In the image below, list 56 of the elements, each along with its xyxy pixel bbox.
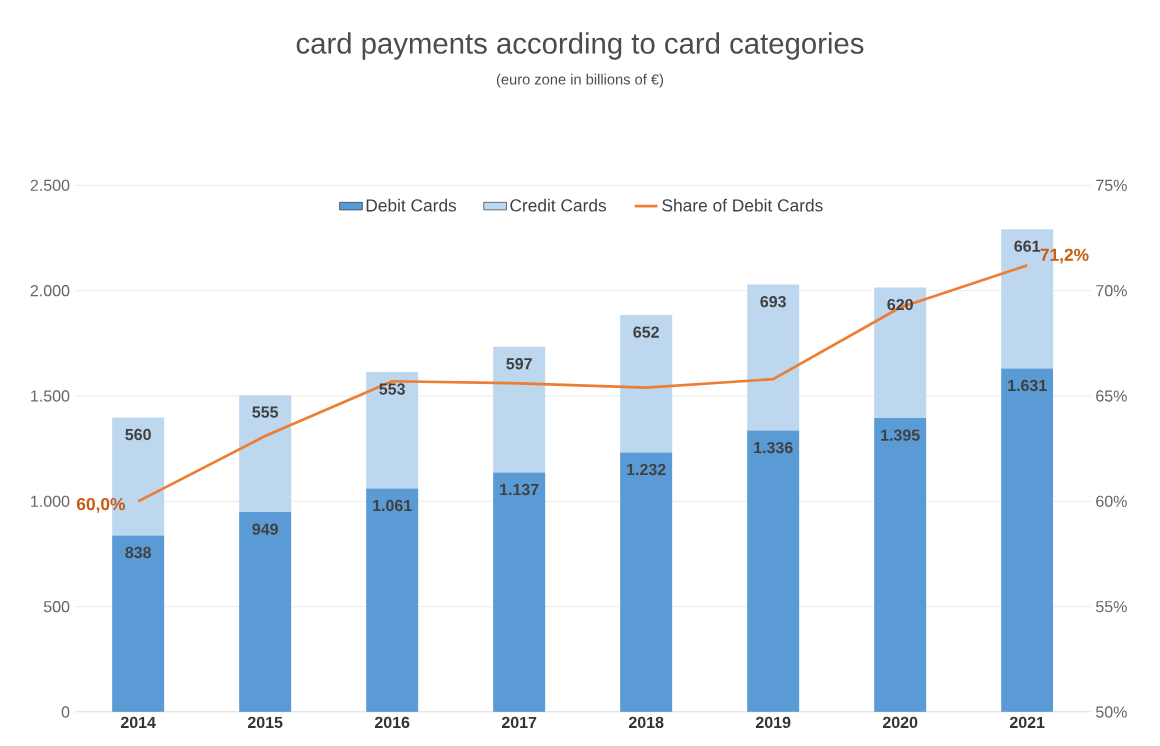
data-label: 661 [1014,240,1041,252]
legend-label: Share of Debit Cards [662,198,823,212]
x-tick-label: 2020 [882,716,918,729]
y-tick-label: 1.000 [31,495,70,507]
data-label: 652 [633,326,659,338]
x-tick-label: 2014 [120,716,156,729]
x-tick-label: 2015 [247,716,283,729]
y2-tick-label: 55% [1096,601,1127,613]
y2-tick-label: 70% [1096,285,1127,297]
bar [493,346,546,473]
data-label: 71,2% [1040,248,1089,264]
bar [620,452,673,712]
data-label: 60,0% [76,497,125,513]
data-label: 1.395 [881,429,920,441]
data-label: 838 [125,546,152,559]
bar [747,284,800,431]
x-tick-label: 2018 [628,716,664,729]
chart-subtitle: (euro zone in billions of €) [496,73,664,88]
y-tick-label: 500 [43,601,70,613]
bar [874,287,927,419]
data-label: 949 [252,523,278,535]
bar [366,488,419,712]
bar [366,371,419,489]
data-label: 1.232 [627,463,666,476]
y-tick-label: 2.500 [30,179,70,191]
bar [112,535,165,712]
y2-tick-label: 60% [1096,495,1127,507]
bar [620,315,673,453]
x-tick-label: 2021 [1009,716,1045,729]
legend-label: Debit Cards [366,198,457,212]
bar [747,430,800,712]
y-tick-label: 1.500 [31,390,70,402]
data-label: 1.631 [1008,379,1047,392]
data-label: 1.336 [754,441,793,454]
bar [874,418,927,712]
data-label: 560 [125,428,151,441]
data-label: 693 [760,295,786,308]
data-label: 1.137 [500,483,539,496]
y2-tick-label: 75% [1096,179,1127,191]
data-label: 553 [379,383,405,395]
x-tick-label: 2017 [501,716,537,729]
y-tick-label: 0 [61,706,70,718]
legend-label: Credit Cards [510,198,607,212]
y2-tick-label: 50% [1096,706,1127,718]
bar [493,472,546,712]
data-label: 597 [506,358,532,370]
data-label: 555 [252,406,279,418]
bar [239,395,292,513]
bar [239,512,292,712]
x-tick-label: 2019 [755,716,791,729]
y2-tick-label: 65% [1096,390,1127,402]
data-label: 1.061 [373,499,412,512]
chart-title: card payments according to card categories [296,32,864,60]
y-tick-label: 2.000 [30,285,70,297]
bar [1001,368,1054,712]
x-tick-label: 2016 [374,716,410,729]
